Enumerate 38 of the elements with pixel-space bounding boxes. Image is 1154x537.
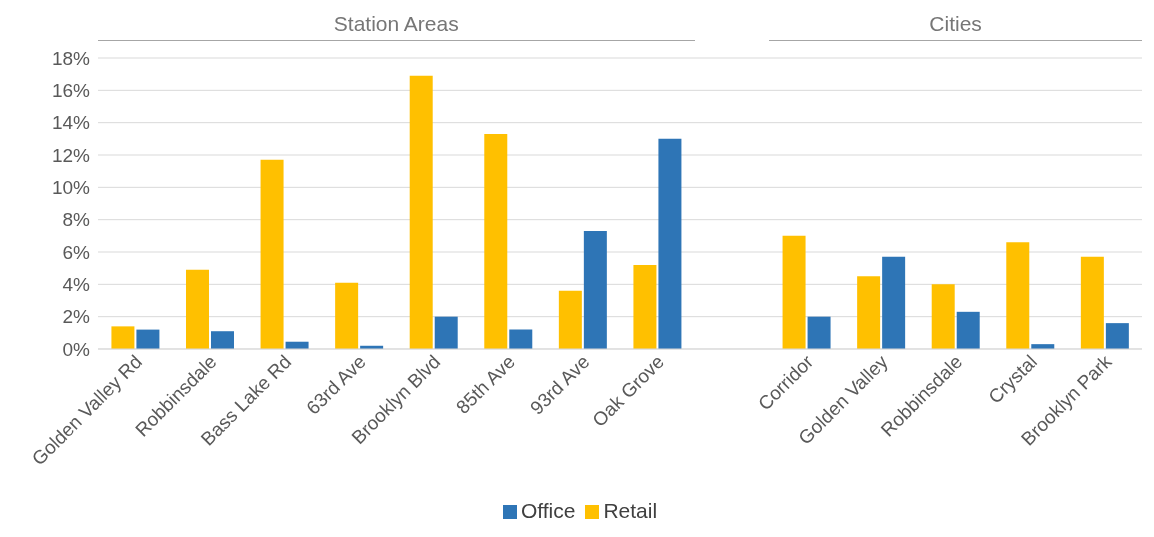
- bar: [658, 138, 682, 349]
- legend-label: Retail: [603, 499, 658, 522]
- bar: [136, 329, 160, 349]
- bar: [509, 329, 533, 349]
- bar: [633, 264, 657, 349]
- bar: [210, 331, 234, 349]
- y-tick-label: 2%: [62, 306, 91, 328]
- bar: [1080, 256, 1104, 349]
- bar: [111, 326, 135, 349]
- y-tick-label: 0%: [62, 338, 91, 360]
- bar: [484, 133, 508, 349]
- bar: [857, 276, 881, 349]
- bar: [558, 290, 582, 349]
- y-tick-label: 12%: [51, 144, 91, 166]
- x-tick-label: 85th Ave: [452, 350, 519, 418]
- bar: [956, 311, 980, 349]
- bar: [882, 256, 906, 349]
- bar: [434, 316, 458, 349]
- bar: [583, 230, 607, 349]
- y-tick-label: 8%: [62, 209, 91, 231]
- bar: [1105, 323, 1129, 349]
- y-tick-label: 6%: [62, 241, 91, 263]
- bar: [409, 75, 433, 349]
- group-header-rule: Cities: [769, 12, 1142, 41]
- bar: [185, 269, 209, 349]
- y-tick-label: 14%: [51, 112, 91, 134]
- y-tick-label: 10%: [51, 177, 91, 199]
- y-tick-label: 18%: [51, 47, 91, 69]
- bar: [260, 159, 284, 349]
- bar: [931, 284, 955, 349]
- group-header-rule: Station Areas: [98, 12, 695, 41]
- bar: [1006, 242, 1030, 349]
- bar: [807, 316, 831, 349]
- y-tick-label: 16%: [51, 80, 91, 102]
- legend-label: Office: [520, 499, 576, 522]
- y-tick-label: 4%: [62, 274, 91, 296]
- bar: [335, 282, 359, 349]
- bar: [782, 235, 806, 349]
